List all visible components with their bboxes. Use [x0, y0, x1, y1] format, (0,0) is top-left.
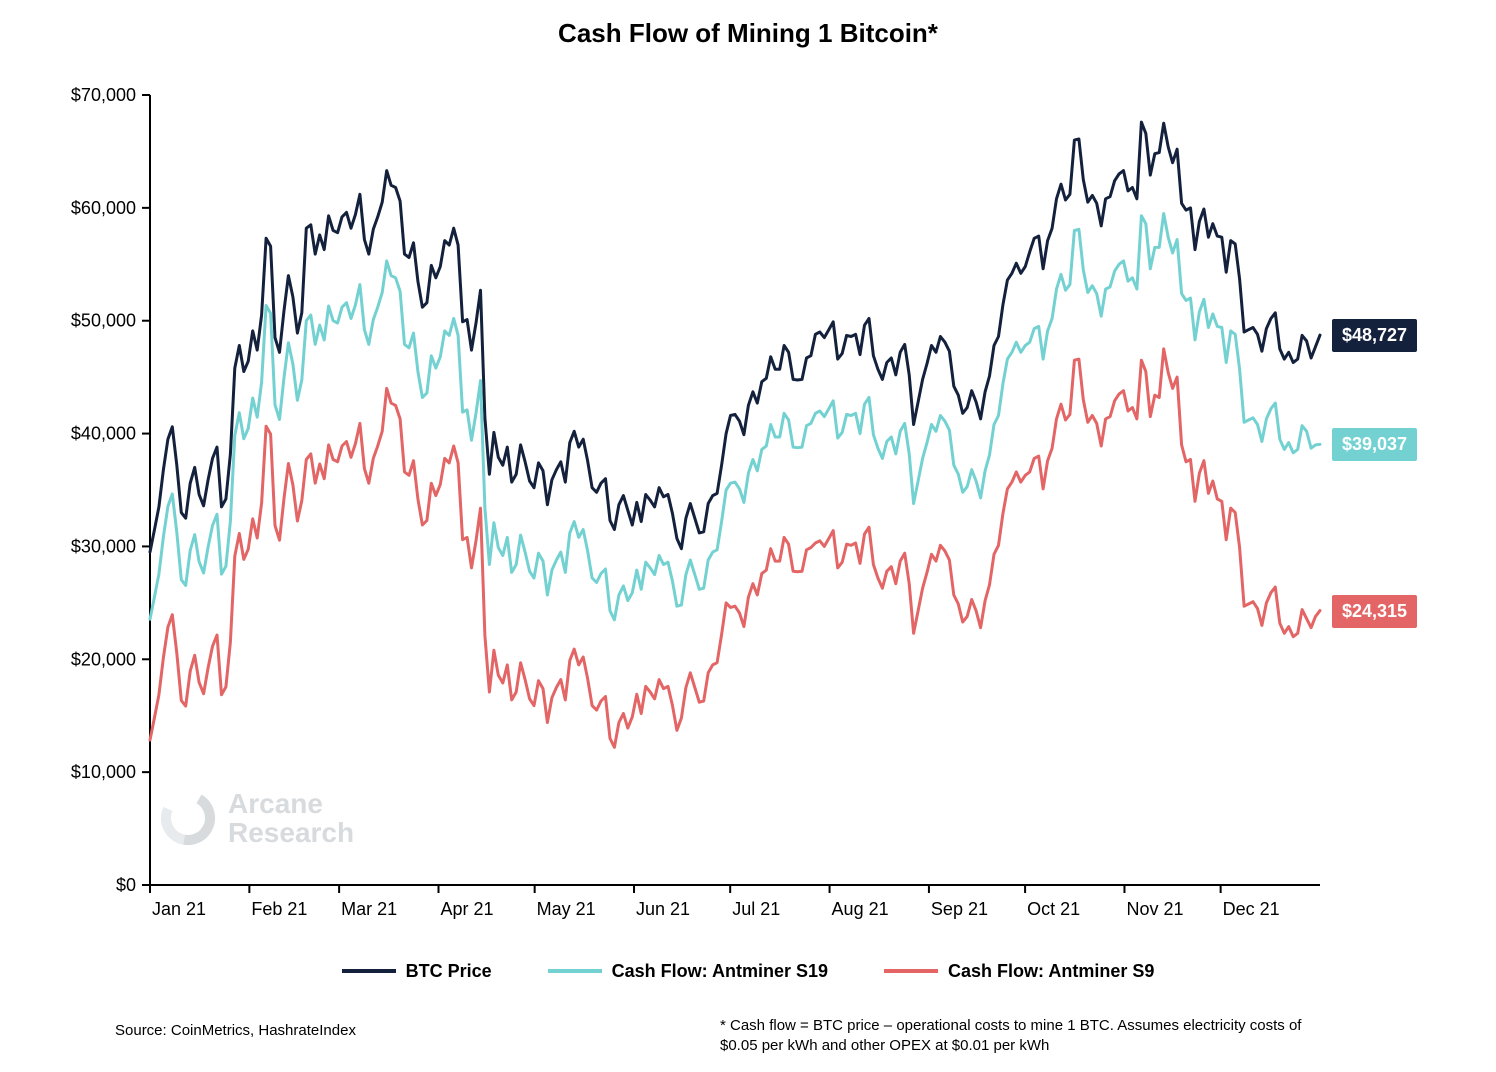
watermark-line2: Research: [228, 818, 354, 847]
svg-text:Jul 21: Jul 21: [732, 899, 780, 919]
svg-text:$30,000: $30,000: [71, 536, 136, 556]
legend-item: Cash Flow: Antminer S19: [612, 961, 828, 982]
svg-text:Aug 21: Aug 21: [832, 899, 889, 919]
watermark-logo: Arcane Research: [158, 788, 354, 848]
svg-text:May 21: May 21: [537, 899, 596, 919]
svg-text:Sep 21: Sep 21: [931, 899, 988, 919]
svg-text:Dec 21: Dec 21: [1223, 899, 1280, 919]
svg-text:Jun 21: Jun 21: [636, 899, 690, 919]
source-text: Source: CoinMetrics, HashrateIndex: [115, 1022, 356, 1039]
svg-text:$60,000: $60,000: [71, 198, 136, 218]
legend-item: Cash Flow: Antminer S9: [948, 961, 1154, 982]
line-chart: $0 $10,000 $20,000 $30,000 $40,000 $50,000 $60…: [0, 0, 1496, 1072]
svg-text:$10,000: $10,000: [71, 762, 136, 782]
legend-item: BTC Price: [406, 961, 492, 982]
watermark-line1: Arcane: [228, 789, 354, 818]
svg-text:$40,000: $40,000: [71, 424, 136, 444]
svg-text:$20,000: $20,000: [71, 649, 136, 669]
end-label: $39,037: [1332, 428, 1417, 461]
svg-text:Nov 21: Nov 21: [1126, 899, 1183, 919]
svg-text:$0: $0: [116, 875, 136, 895]
end-label: $48,727: [1332, 319, 1417, 352]
footnote-text: * Cash flow = BTC price – operational co…: [720, 1016, 1340, 1055]
legend: BTC Price Cash Flow: Antminer S19 Cash Flo…: [0, 960, 1496, 982]
svg-text:Mar 21: Mar 21: [341, 899, 397, 919]
svg-text:Feb 21: Feb 21: [251, 899, 307, 919]
svg-text:Oct 21: Oct 21: [1027, 899, 1080, 919]
end-label: $24,315: [1332, 595, 1417, 628]
svg-text:Apr 21: Apr 21: [440, 899, 493, 919]
svg-text:Jan 21: Jan 21: [152, 899, 206, 919]
chart-container: Cash Flow of Mining 1 Bitcoin* $0$10,000…: [0, 0, 1496, 1072]
svg-text:$50,000: $50,000: [71, 311, 136, 331]
svg-text:$70,000: $70,000: [71, 85, 136, 105]
